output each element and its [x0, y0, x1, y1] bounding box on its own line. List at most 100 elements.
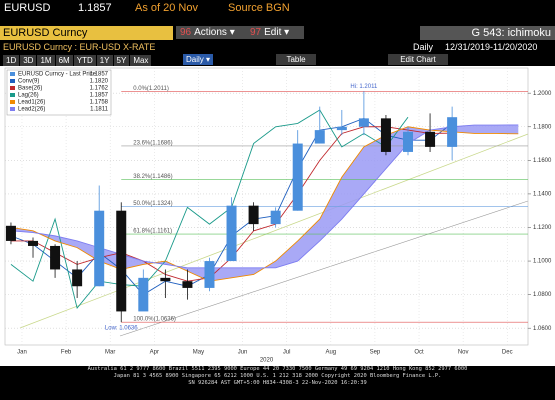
x-tick-label: Mar — [105, 350, 115, 356]
trend-line — [119, 200, 529, 337]
x-tick-label: Jul — [283, 350, 291, 356]
fib-label: 100.0%(1.0636) — [133, 317, 176, 323]
legend-label: Base(26) — [18, 86, 42, 92]
range-button[interactable]: 5Y — [113, 55, 130, 66]
legend-value: 1.1820 — [90, 79, 109, 85]
candle-body — [138, 277, 149, 312]
legend-label: EURUSD Curncy - Last Price — [18, 72, 97, 78]
y-tick-label: 1.1000 — [533, 259, 552, 265]
x-tick-label: Jan — [17, 350, 27, 356]
candle-body — [403, 131, 414, 152]
chart: 1.2000 1.1800 1.1600 1.1400 1.1200 1.1000 1.08… — [0, 66, 555, 366]
fib-label: 38.2%(1.1486) — [133, 174, 172, 180]
chart-subtitle: EURUSD Curncy : EUR-USD X-RATE — [3, 42, 156, 52]
frequency[interactable]: Daily — [183, 54, 214, 65]
date-range: 12/31/2019-11/20/2020 — [445, 42, 538, 52]
range-button[interactable]: 6M — [55, 55, 73, 66]
fib-label: 50.0%(1.1324) — [133, 201, 172, 207]
footer-line: Australia 61 2 9777 8600 Brazil 5511 239… — [87, 366, 468, 372]
y-tick-label: 1.1600 — [533, 158, 552, 164]
actions-num: 96 — [180, 27, 192, 38]
footer-line: Japan 81 3 4565 8900 Singapore 65 6212 1… — [113, 373, 442, 379]
ticker: EURUSD — [4, 2, 51, 14]
candle-body — [5, 225, 16, 241]
y-tick-label: 1.2000 — [533, 91, 552, 97]
candle-body — [204, 261, 215, 288]
fib-label: 0.0%(1.2011) — [133, 86, 169, 92]
range-button[interactable]: YTD — [73, 55, 96, 66]
candle-body — [182, 281, 193, 288]
range-button[interactable]: 1D — [3, 55, 20, 66]
y-tick-label: 1.1800 — [533, 124, 552, 130]
footer-line: SN 926284 AST GMT+5:00 H834-4308-3 22-No… — [188, 380, 367, 386]
candle-body — [72, 269, 83, 287]
legend-box — [6, 69, 112, 116]
series-line — [10, 109, 409, 310]
legend-value: 1.1857 — [90, 93, 109, 99]
fib-label: 23.6%(1.1686) — [133, 140, 172, 146]
legend-label: Conv(9) — [18, 79, 39, 85]
x-tick-label: Apr — [150, 350, 159, 356]
x-tick-label: Feb — [61, 350, 72, 356]
edit-num: 97 — [250, 27, 262, 38]
fib-label: 61.8%(1.1161) — [133, 229, 172, 235]
edit-label: Edit — [264, 27, 282, 38]
actions-button[interactable]: 96 Actions — [176, 26, 246, 39]
x-tick-label: Nov — [458, 350, 469, 356]
cloud — [10, 124, 519, 282]
security-box[interactable]: EURUSD Curncy — [0, 26, 173, 40]
legend-swatch — [10, 100, 15, 104]
range-button[interactable]: 3D — [20, 55, 37, 66]
candle-body — [160, 277, 171, 282]
candle-body — [50, 245, 61, 270]
edit-button[interactable]: 97 Edit — [246, 26, 304, 39]
candle-body — [28, 240, 39, 246]
y-tick-label: 1.0800 — [533, 292, 552, 298]
candle-body — [314, 130, 325, 144]
x-tick-label: Sep — [370, 350, 381, 356]
actions-label: Actions — [194, 27, 227, 38]
legend-value: 1.1857 — [90, 72, 109, 78]
legend-swatch — [10, 72, 15, 76]
candle-body — [248, 205, 259, 225]
y-tick-label: 1.1200 — [533, 225, 552, 231]
candle-body — [270, 210, 281, 225]
candle-body — [336, 126, 347, 131]
range-button[interactable]: Max — [130, 55, 152, 66]
candle-body — [380, 118, 391, 152]
x-tick-label: Aug — [325, 350, 336, 356]
trend-line — [19, 133, 529, 329]
legend-swatch — [10, 79, 15, 83]
annotation: Hi: 1.2011 — [350, 84, 378, 90]
range-button[interactable]: 1Y — [96, 55, 113, 66]
legend-value: 1.1811 — [90, 107, 109, 113]
candle-body — [226, 205, 237, 262]
candle-body — [94, 210, 105, 287]
legend-swatch — [10, 86, 15, 90]
legend-swatch — [10, 93, 15, 97]
candle-body — [292, 143, 303, 211]
x-tick-label: May — [193, 350, 204, 356]
as-of: As of 20 Nov — [135, 2, 198, 14]
series-line — [10, 126, 519, 282]
y-tick-label: 1.1400 — [533, 191, 552, 197]
range-buttons: 1D 3D 1M 6M YTD 1Y 5Y Max — [3, 54, 152, 66]
candle-body — [116, 210, 127, 312]
x-tick-label: Jun — [238, 350, 248, 356]
legend-label: Lag(26) — [18, 93, 39, 99]
x-tick-label: Dec — [502, 350, 513, 356]
legend-value: 1.1758 — [90, 100, 109, 106]
legend-value: 1.1762 — [90, 86, 109, 92]
range-button[interactable]: 1M — [37, 55, 55, 66]
page-id: G 543: ichimoku — [420, 26, 555, 40]
source: Source BGN — [228, 2, 290, 14]
table-button[interactable]: Table — [276, 54, 316, 65]
price: 1.1857 — [78, 2, 112, 14]
candle-body — [358, 118, 369, 127]
legend-swatch — [10, 107, 15, 111]
edit-chart-button[interactable]: Edit Chart — [388, 54, 448, 65]
annotation: Low: 1.0636 — [105, 326, 138, 332]
